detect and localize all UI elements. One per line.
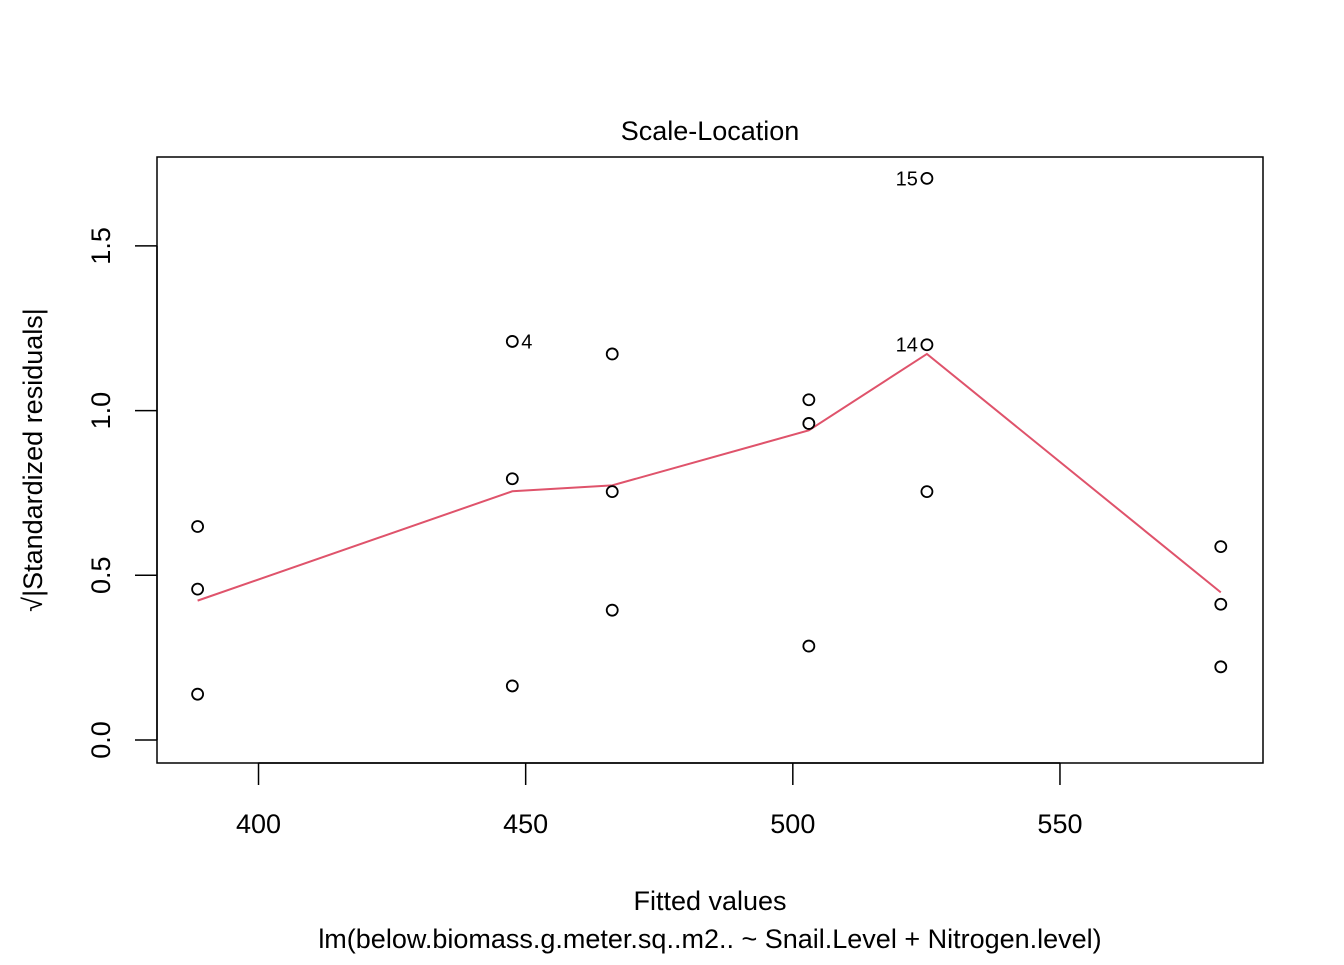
data-point [1214,660,1228,674]
data-point [802,393,816,407]
x-tick-label: 400 [236,809,281,839]
chart-subtitle: lm(below.biomass.g.meter.sq..m2.. ~ Snai… [318,924,1101,954]
y-axis: 0.0 0.5 1.0 1.5 [86,227,158,759]
data-point [920,485,934,499]
data-point [505,335,519,348]
data-point [1214,597,1228,611]
x-axis-label: Fitted values [633,886,786,916]
data-point [920,338,934,352]
data-point [920,172,934,185]
y-tick-label: 1.5 [86,227,116,265]
data-point [505,472,519,486]
data-point [505,679,519,693]
x-axis: 400 450 500 550 [236,762,1082,839]
chart-title: Scale-Location [621,116,800,146]
data-point [191,520,205,533]
data-point [191,687,205,701]
x-tick-label: 550 [1037,809,1082,839]
y-tick-label: 1.0 [86,392,116,430]
y-axis-label: √|Standardized residuals| [18,308,48,612]
data-point [191,582,205,596]
data-point [605,603,619,617]
y-tick-label: 0.5 [86,556,116,594]
y-tick-label: 0.0 [86,721,116,759]
data-point [605,347,619,361]
point-label: 15 [896,168,918,190]
data-point [802,417,816,430]
data-point [1214,540,1228,554]
x-tick-label: 500 [770,809,815,839]
data-point [802,639,816,653]
x-tick-label: 450 [503,809,548,839]
data-point [605,485,619,499]
plot-frame [156,156,1264,764]
smoother-line [197,352,1222,602]
point-labels-layer: 4 15 14 [521,168,918,356]
point-label: 14 [896,335,918,357]
points-layer [191,172,1228,701]
point-label: 4 [521,331,532,353]
